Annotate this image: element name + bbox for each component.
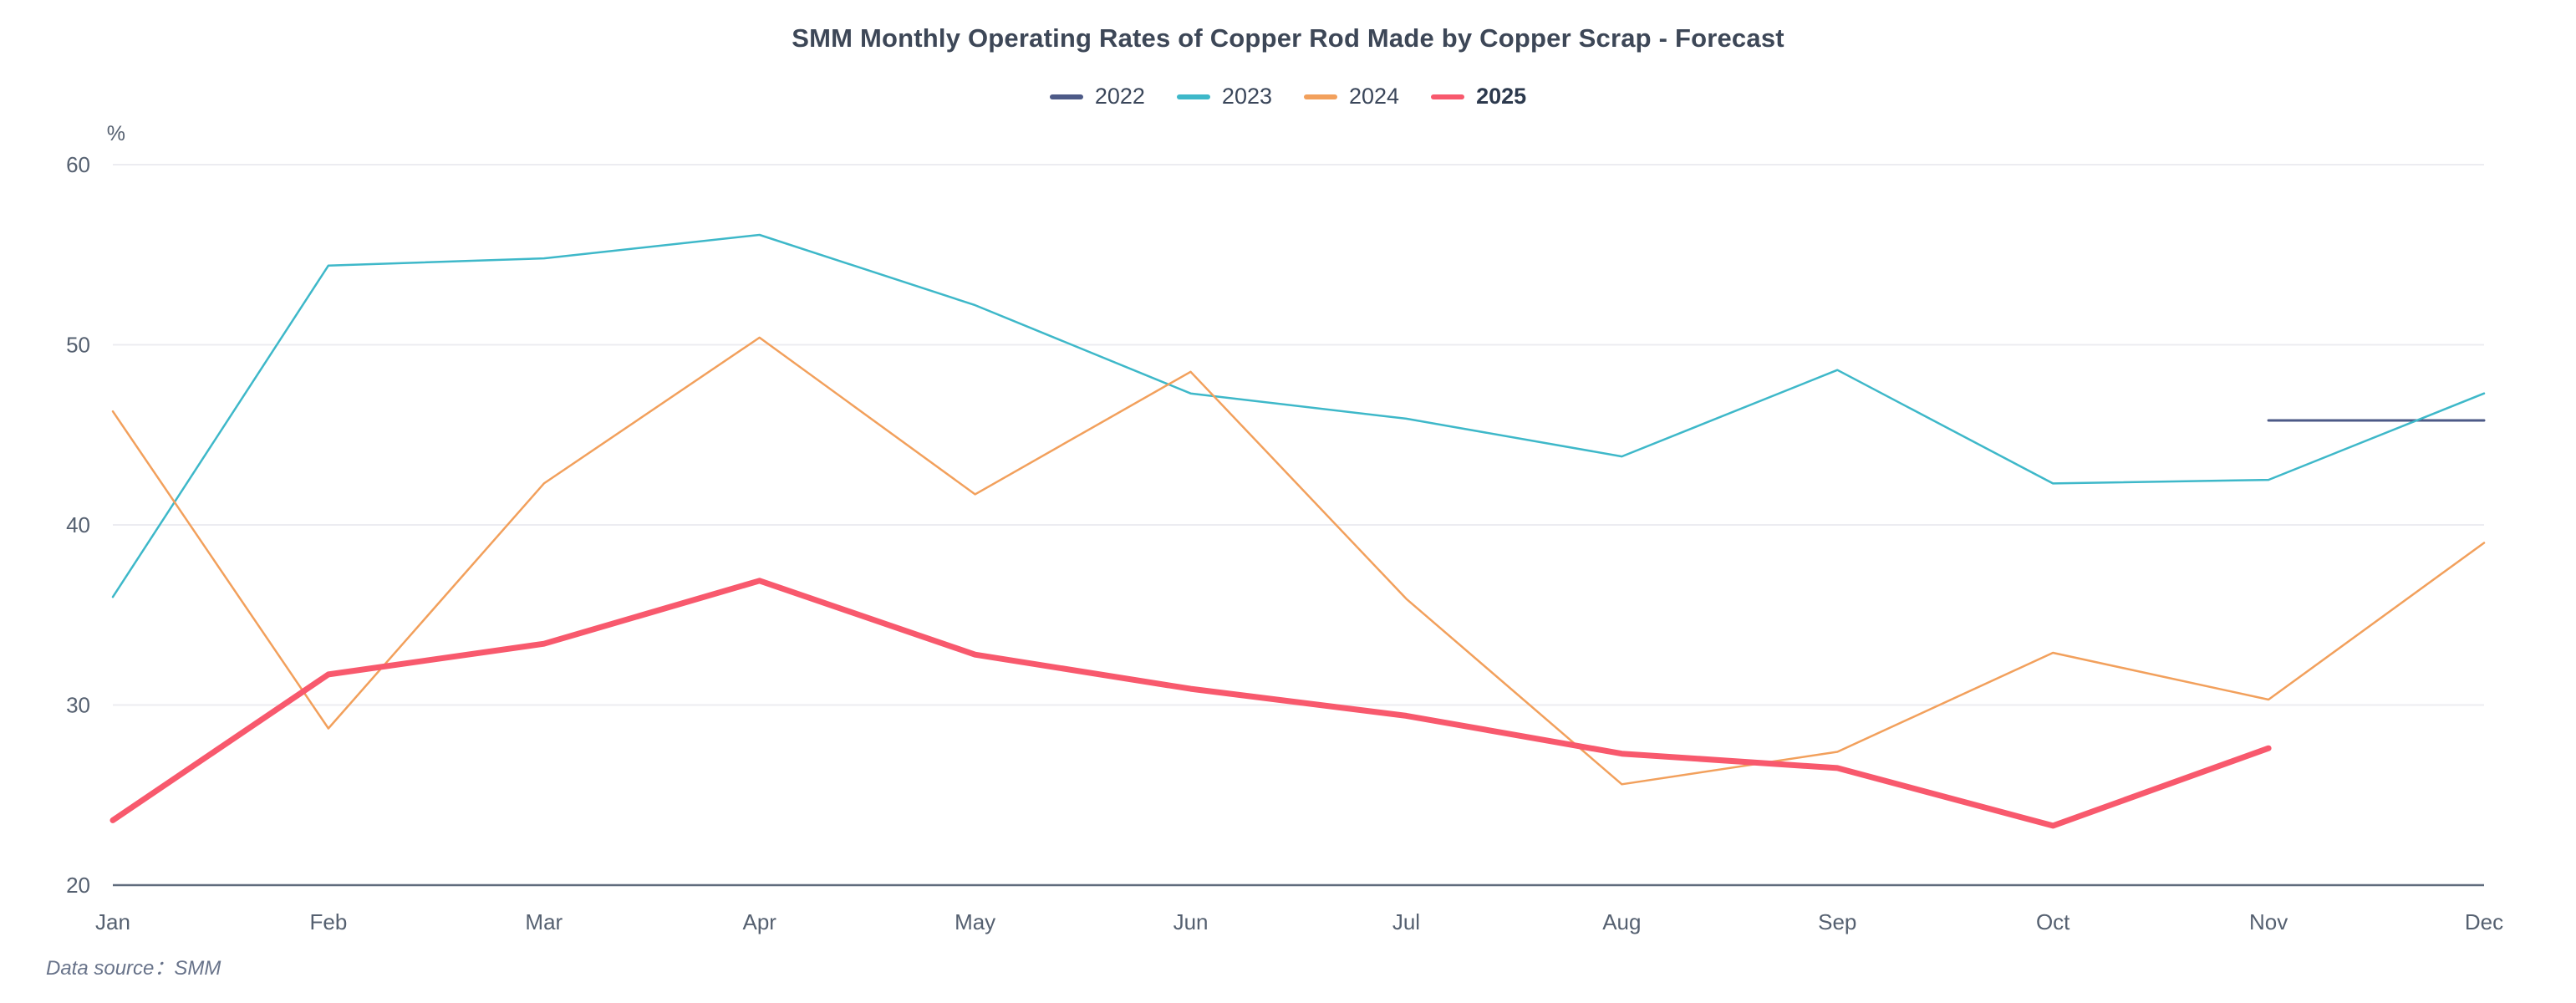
y-axis-label-40: 40: [66, 512, 90, 537]
y-axis-label-50: 50: [66, 333, 90, 358]
x-axis-label-jul: Jul: [1392, 909, 1420, 934]
legend-item-2022[interactable]: 2022: [1049, 84, 1145, 109]
series-line-2023: [111, 233, 2486, 598]
legend-swatch-2024: [1304, 94, 1337, 99]
legend-item-2025[interactable]: 2025: [1431, 84, 1526, 109]
legend-item-2024[interactable]: 2024: [1304, 84, 1399, 109]
chart-legend: 2022 2023 2024 2025: [0, 84, 2576, 109]
legend-swatch-2022: [1049, 94, 1083, 99]
x-axis-label-feb: Feb: [310, 909, 348, 934]
legend-swatch-2023: [1176, 94, 1210, 99]
y-axis-unit-label: %: [107, 122, 125, 145]
x-axis-label-oct: Oct: [2036, 909, 2070, 934]
series-line-2025: [109, 578, 2272, 829]
y-axis-label-60: 60: [66, 152, 90, 177]
legend-label-2025: 2025: [1476, 84, 1527, 109]
x-axis-label-may: May: [955, 909, 995, 934]
x-axis-label-sep: Sep: [1818, 909, 1856, 934]
x-axis-label-nov: Nov: [2249, 909, 2288, 934]
legend-item-2023[interactable]: 2023: [1176, 84, 1272, 109]
x-axis-label-aug: Aug: [1602, 909, 1641, 934]
legend-label-2023: 2023: [1221, 84, 1272, 109]
data-source-note: Data source：SMM: [46, 957, 221, 980]
x-axis-label-dec: Dec: [2465, 909, 2503, 934]
x-axis-label-jan: Jan: [95, 909, 130, 934]
legend-swatch-2025: [1431, 94, 1465, 99]
x-axis-label-jun: Jun: [1173, 909, 1209, 934]
y-axis-label-30: 30: [66, 693, 90, 718]
x-axis-label-apr: Apr: [742, 909, 776, 934]
chart-title: SMM Monthly Operating Rates of Copper Ro…: [792, 23, 1784, 53]
y-axis-label-20: 20: [66, 873, 90, 898]
legend-label-2024: 2024: [1349, 84, 1400, 109]
x-axis-label-mar: Mar: [525, 909, 563, 934]
legend-label-2022: 2022: [1094, 84, 1145, 109]
series-line-2024: [111, 336, 2486, 786]
